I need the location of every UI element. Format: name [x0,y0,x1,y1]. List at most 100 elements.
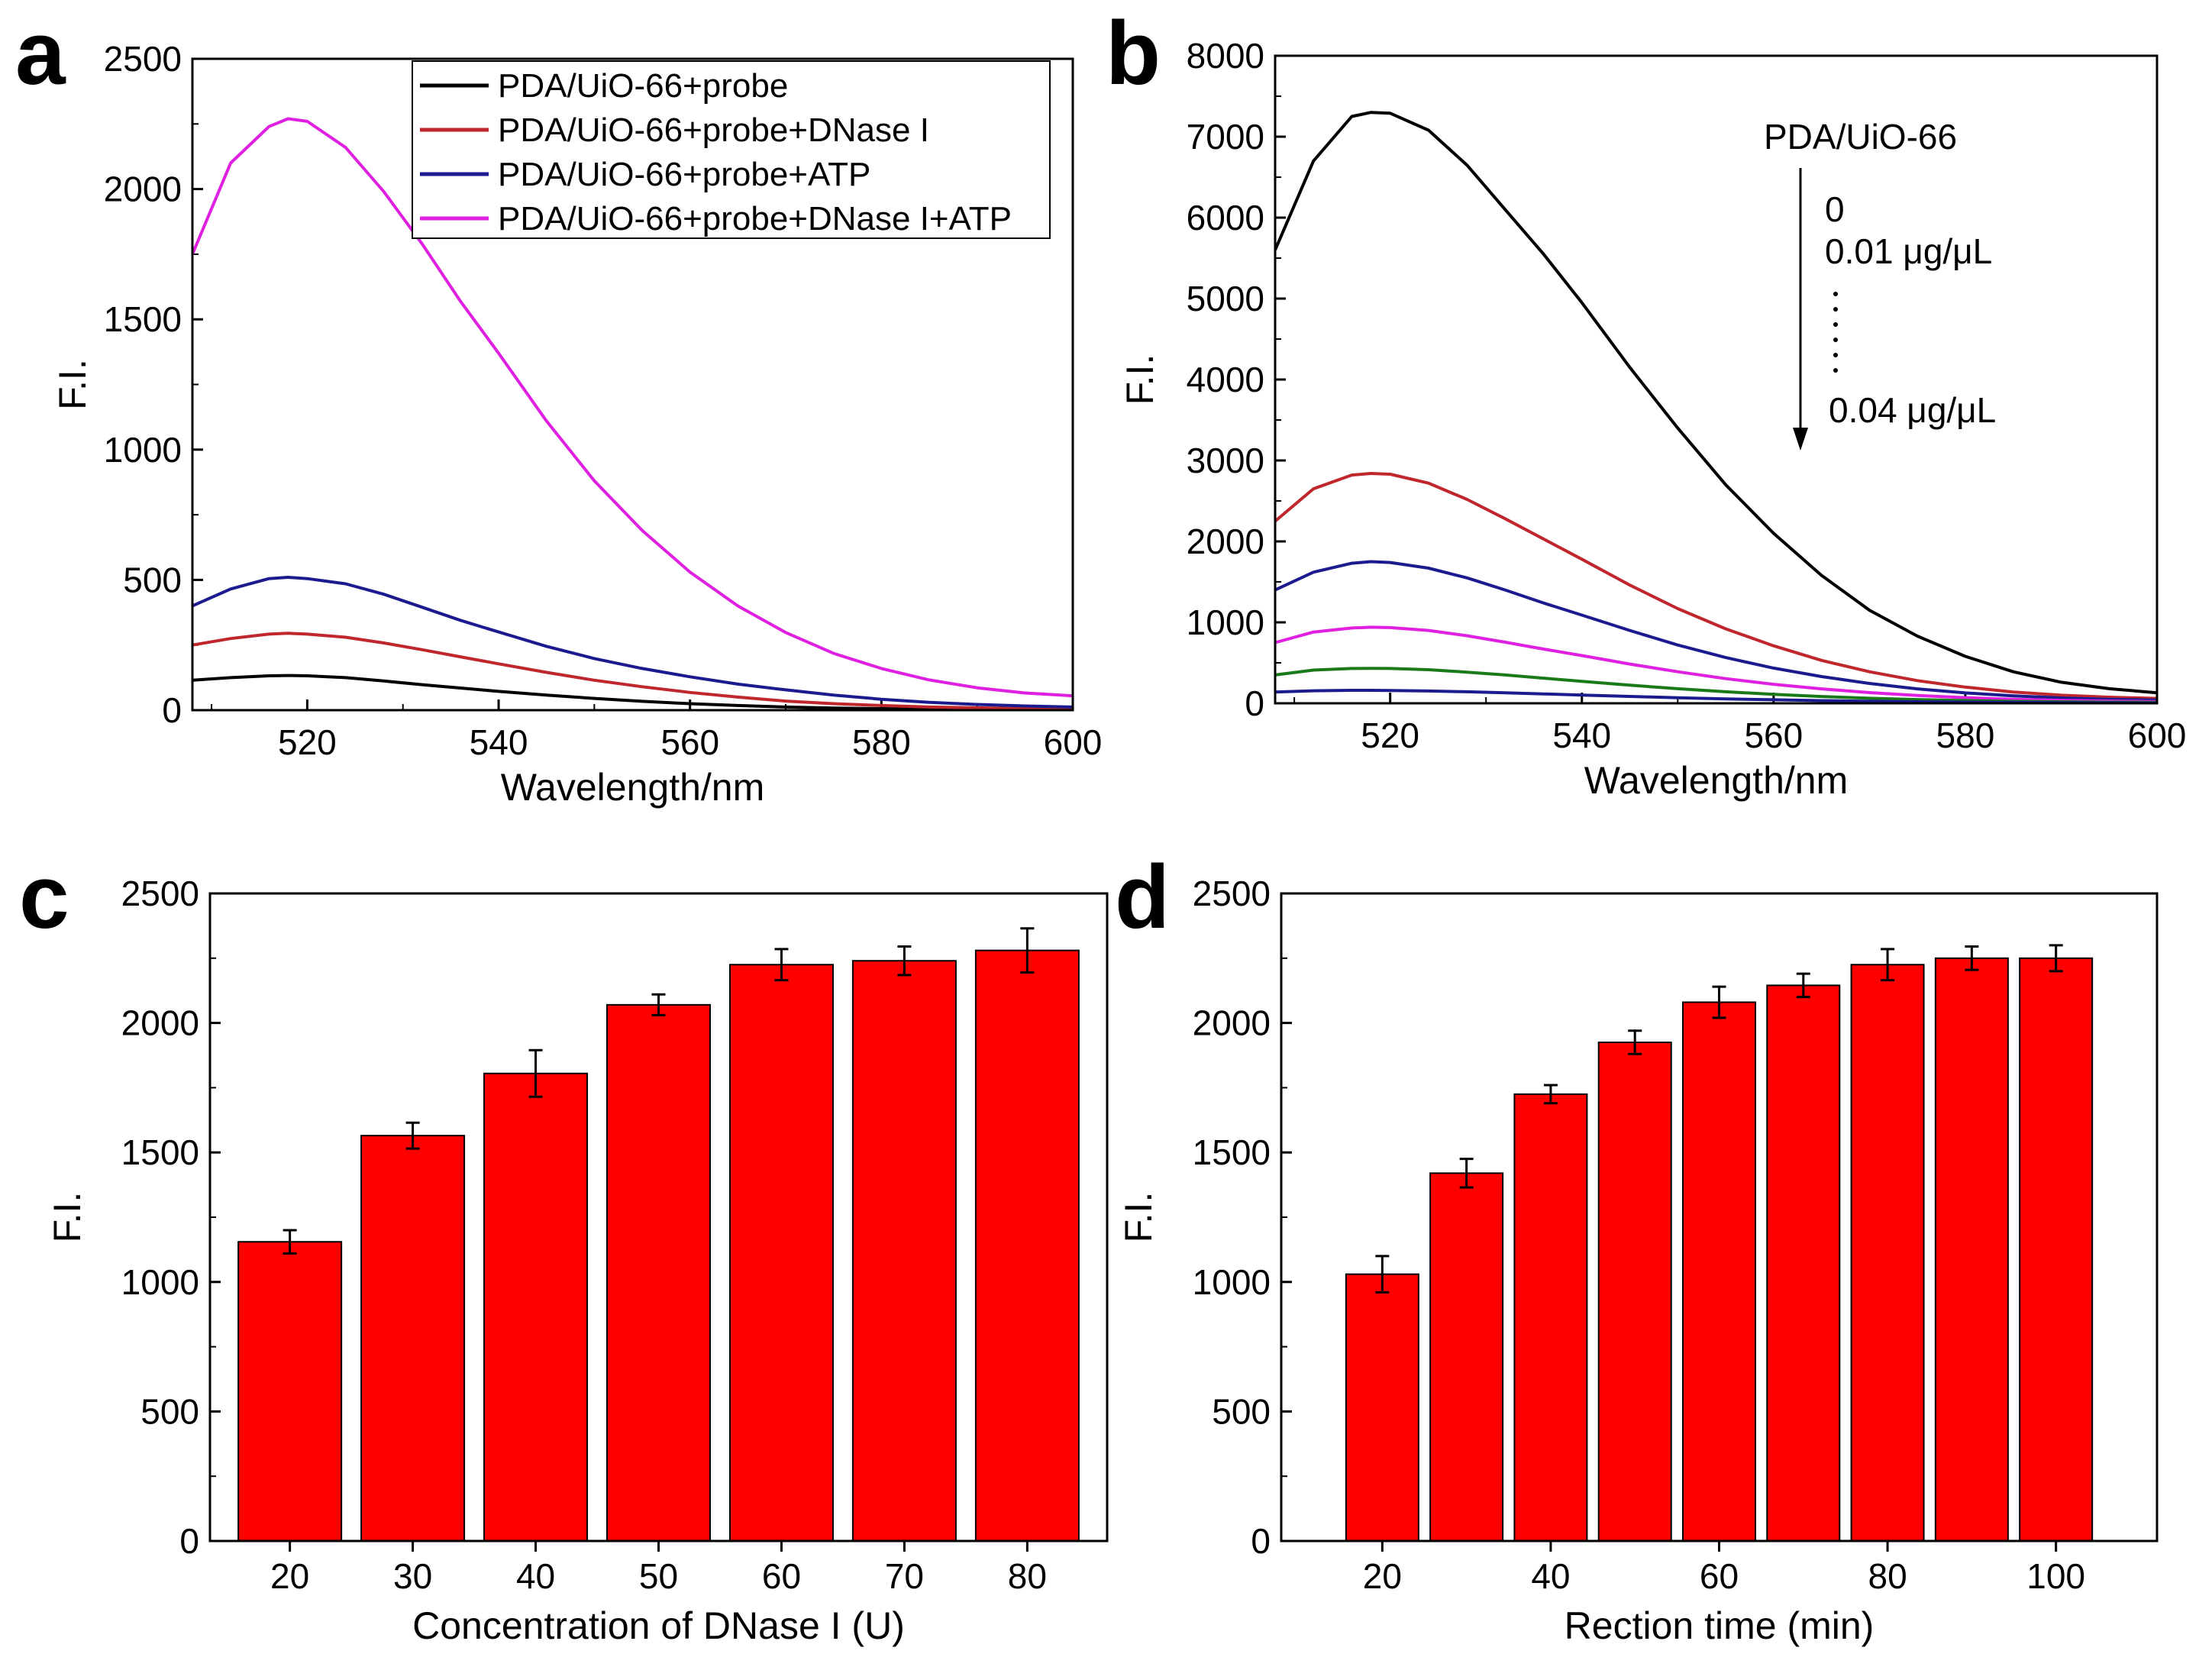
panel-d-bar-1 [1345,1273,1419,1543]
panel-a-legend-entry: PDA/UiO-66+probe+DNase I+ATP [498,200,1012,237]
panel-a-legend-entry: PDA/UiO-66+probe+DNase I [498,111,929,149]
panel-b-series-line-3 [1274,560,2158,702]
panel-d-xtick-label: 40 [1531,1556,1570,1596]
panel-d-bar-7 [1850,964,1925,1542]
panel-c-ytick-label: 2500 [121,874,199,913]
panel-c-chart: 0 500 1000 1500 2000 2500 F.I. 20 30 40 50 60 70 80 Co… [46,874,1109,1647]
panel-a-axes-frame [191,57,1074,712]
panel-d-xtick-label: 80 [1868,1556,1907,1596]
panel-a-series-line-4 [191,117,1074,698]
panel-c-bar-3 [483,1072,589,1542]
panel-b-ytick-label: 4000 [1187,360,1264,399]
panel-d-chart: 0 500 1000 1500 2000 2500 F.I. 20 40 60 80 100 Recti… [1117,874,2159,1647]
panel-b-ytick-label: 1000 [1187,602,1264,642]
panel-b-annotation-dot [1833,307,1838,312]
panel-a-xtick-label: 580 [852,722,911,762]
panel-c-bar-1 [237,1241,343,1542]
panel-a-xtick-label: 600 [1044,722,1103,762]
panel-c-ytick-label: 2000 [121,1003,199,1043]
panel-a-ytick-label: 2500 [104,39,182,79]
panel-c-bar-4 [606,1003,711,1542]
panel-c-axes-frame [208,892,1109,1543]
panel-c-bar-5 [728,964,834,1542]
panel-b-annotation-dot [1833,322,1838,327]
panel-a-xtick-label: 540 [470,722,528,762]
panel-d-xlabel: Rection time (min) [1565,1604,1875,1647]
panel-a-ytick-label: 2000 [104,170,182,209]
panel-c-xtick-label: 70 [885,1556,924,1596]
panel-a-series-line-3 [192,576,1074,709]
panel-c-xtick-label: 50 [639,1556,678,1596]
panel-d-bar-8 [1934,957,2009,1543]
panel-b-chart: 0 1000 2000 3000 4000 5000 6000 7000 8000 F.I. 520… [1119,36,2186,802]
panel-d-ylabel: F.I. [1117,1192,1160,1243]
panel-d-axes-frame [1280,892,2159,1543]
panel-d-xtick-label: 20 [1363,1556,1402,1596]
panel-b-ytick-label: 3000 [1187,441,1264,480]
panel-c-ytick-label: 0 [179,1521,199,1561]
panel-d-bar-5 [1682,1001,1756,1542]
panel-c-bar-7 [974,949,1080,1542]
panel-b-annotation-end: 0.04 μg/μL [1829,390,1996,430]
panel-letter-c: c [19,847,69,948]
panel-letter-a: a [15,3,66,104]
panel-c-ytick-label: 500 [140,1391,199,1431]
panel-a-ylabel: F.I. [51,359,94,410]
panel-d-ytick-label: 1000 [1193,1262,1271,1302]
panel-d-bar-3 [1513,1093,1588,1542]
panel-d-bar-2 [1429,1172,1504,1543]
panel-d-ytick-label: 2500 [1193,874,1271,913]
panel-d-xtick-label: 60 [1700,1556,1739,1596]
panel-b-annotation-dot [1833,338,1838,342]
panel-b-xtick-label: 520 [1361,716,1419,755]
panel-a-series-line-2 [192,632,1074,711]
panel-c-bar-6 [851,960,957,1542]
panel-c-xtick-label: 80 [1008,1556,1047,1596]
panel-c-ylabel: F.I. [46,1192,89,1243]
panel-a-chart: 0 500 1000 1500 2000 2500 F.I. 520 540 560 580 600 W… [51,39,1102,809]
panel-b-annotation-arrowhead [1793,428,1808,451]
panel-b-annotation-title: PDA/UiO-66 [1764,117,1957,157]
panel-c-xtick-label: 30 [393,1556,432,1596]
panel-c-xtick-label: 20 [270,1556,309,1596]
panel-a-xlabel: Wavelength/nm [501,766,765,809]
panel-letter-d: d [1115,847,1170,948]
panel-b-xlabel: Wavelength/nm [1584,759,1849,802]
panel-b-xtick-label: 560 [1744,716,1803,755]
panel-b-ytick-label: 5000 [1187,279,1264,318]
panel-a-ytick-label: 500 [123,560,182,599]
panel-b-series-line-1 [1274,111,2158,695]
panel-d-bar-4 [1597,1042,1672,1543]
panel-d-bar-6 [1766,984,1841,1542]
panel-b-ylabel: F.I. [1119,354,1161,405]
panel-d-ytick-label: 0 [1251,1521,1271,1561]
panel-b-annotation-second: 0.01 μg/μL [1825,231,1992,271]
panel-c-ytick-label: 1500 [121,1132,199,1172]
panel-c-bar-2 [360,1135,466,1542]
panel-a-legend-box [412,60,1051,239]
panel-b-xtick-label: 580 [1936,716,1995,755]
panel-b-annotation-start: 0 [1825,189,1845,229]
panel-c-ytick-label: 1000 [121,1262,199,1302]
panel-c-xtick-label: 40 [516,1556,555,1596]
panel-b-ytick-label: 8000 [1187,36,1264,76]
panel-a-ytick-label: 1000 [104,430,182,470]
panel-b-ytick-label: 6000 [1187,198,1264,237]
panel-a-series-line-1 [192,674,1073,712]
panel-b-annotation-dot [1833,292,1838,296]
panel-a-xtick-label: 520 [278,722,337,762]
panel-d-ytick-label: 500 [1212,1391,1271,1431]
panel-b-annotation-dot [1833,353,1838,357]
panel-b-xtick-label: 540 [1552,716,1611,755]
panel-b-axes-frame [1274,54,2159,705]
panel-c-xlabel: Concentration of DNase I (U) [412,1604,905,1647]
panel-b-series-line-4 [1274,625,2158,703]
panel-c-xtick-label: 60 [762,1556,801,1596]
panel-b-annotation-dot [1833,368,1838,373]
panel-a-xtick-label: 560 [660,722,719,762]
panel-b-ytick-label: 2000 [1187,522,1264,561]
panel-b-ytick-label: 7000 [1187,117,1264,157]
panel-b-xtick-label: 600 [2128,716,2187,755]
panel-d-bar-9 [2019,957,2094,1543]
